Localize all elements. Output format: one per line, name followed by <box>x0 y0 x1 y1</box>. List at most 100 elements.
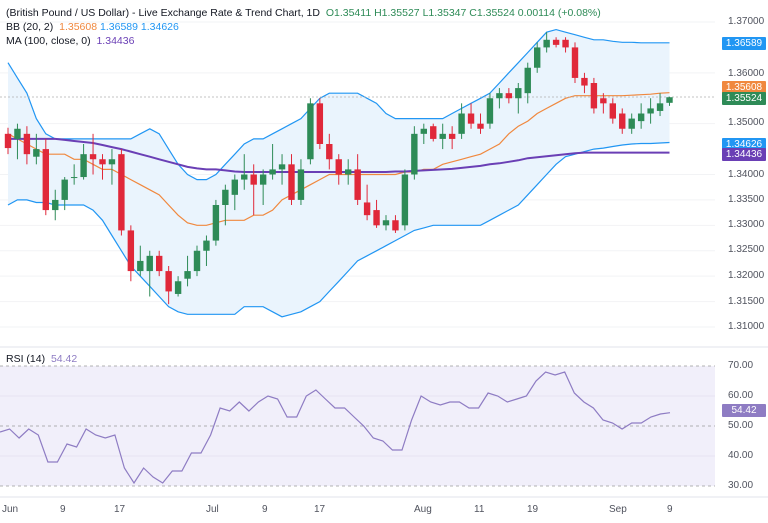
candle <box>288 154 295 205</box>
candle <box>146 250 153 297</box>
rsi-legend-value: 54.42 <box>50 353 78 365</box>
candle-body <box>354 169 361 200</box>
candle <box>543 32 550 53</box>
candle <box>127 225 135 282</box>
candle-body <box>297 169 305 200</box>
time-tick-label: Jul <box>206 504 219 515</box>
time-tick-label: Jun <box>2 504 19 515</box>
candle-body <box>430 126 437 139</box>
candle <box>354 154 361 205</box>
candle <box>259 169 267 205</box>
chart-title: (British Pound / US Dollar) - Live Excha… <box>6 7 320 19</box>
candle <box>628 113 635 134</box>
candle <box>647 98 654 124</box>
candle <box>137 245 144 277</box>
candle-body <box>666 97 673 103</box>
candle <box>656 93 664 117</box>
candle <box>524 62 531 104</box>
candle-body <box>156 255 163 272</box>
candle-body <box>250 174 257 185</box>
candle <box>80 144 87 180</box>
candle-body <box>165 271 172 292</box>
time-tick-label: 17 <box>314 504 326 515</box>
candle <box>486 93 494 129</box>
bb-legend-mid: 1.35608 <box>59 21 98 33</box>
ma-legend-label: MA (100, close, 0) <box>6 35 91 47</box>
candle <box>666 96 673 106</box>
time-tick-label: 9 <box>262 504 268 515</box>
rsi-tick-label: 60.00 <box>728 390 754 401</box>
chart-title-row: (British Pound / US Dollar) - Live Excha… <box>6 6 601 20</box>
candle-body <box>203 240 210 251</box>
candle-body <box>14 128 21 139</box>
candle-body <box>345 169 352 175</box>
candle <box>250 164 257 216</box>
candle-body <box>656 103 664 111</box>
time-tick-label: 9 <box>667 504 673 515</box>
candle-body <box>99 159 106 165</box>
candle <box>382 215 390 231</box>
bb-upper-badge: 1.36589 <box>722 37 766 50</box>
rsi-value-badge: 54.42 <box>722 404 766 417</box>
candle <box>401 169 409 231</box>
rsi-tick-label: 50.00 <box>728 420 754 431</box>
candle <box>581 72 588 94</box>
bb-mid-badge: 1.35608 <box>722 81 766 94</box>
candle-body <box>609 103 616 119</box>
candle <box>619 108 626 134</box>
candle-body <box>231 179 238 195</box>
time-tick-label: 17 <box>114 504 126 515</box>
time-tick-label: Sep <box>609 504 627 515</box>
rsi-legend-row[interactable]: RSI (14) 54.42 <box>6 352 77 366</box>
candle <box>496 88 503 109</box>
candle <box>505 88 513 104</box>
candle <box>203 235 210 266</box>
bollinger-lower-line <box>7 141 670 318</box>
candle-body <box>335 159 342 175</box>
time-tick-label: Aug <box>414 504 432 515</box>
candle <box>430 123 437 142</box>
candle-body <box>307 103 314 160</box>
candle-body <box>382 220 390 226</box>
candle-body <box>326 144 333 160</box>
candle <box>420 123 427 144</box>
candle <box>316 98 324 150</box>
candle <box>571 42 579 83</box>
time-tick-label: 11 <box>474 504 485 515</box>
candle-body <box>23 133 31 155</box>
candle-body <box>600 98 607 104</box>
price-tick-label: 1.37000 <box>728 16 765 27</box>
candle-body <box>467 113 475 124</box>
bb-legend-row[interactable]: BB (20, 2) 1.35608 1.36589 1.34626 <box>6 20 179 34</box>
candle <box>515 83 522 114</box>
ohlc-low: L1.35347 <box>422 7 467 19</box>
candle <box>99 154 106 180</box>
candle <box>33 133 40 165</box>
candle-body <box>33 149 40 157</box>
candle-body <box>571 47 579 78</box>
price-tick-label: 1.34000 <box>728 169 765 180</box>
candle-body <box>552 39 560 45</box>
candle-body <box>515 88 522 99</box>
candle-body <box>259 174 267 185</box>
rsi-tick-label: 70.00 <box>728 360 754 371</box>
candle-body <box>278 164 286 170</box>
candle <box>193 245 201 277</box>
candle-body <box>42 149 49 211</box>
bb-lower-badge: 1.34626 <box>722 138 766 151</box>
candle <box>345 159 352 185</box>
candle-body <box>420 128 427 134</box>
candle <box>174 276 182 297</box>
candle-body <box>146 255 153 272</box>
candle <box>609 98 616 124</box>
ma-legend-row[interactable]: MA (100, close, 0) 1.34436 <box>6 34 134 48</box>
last-price-badge: 1.35524 <box>722 92 766 105</box>
candle <box>439 123 446 150</box>
candle <box>458 103 465 139</box>
time-tick-label: 9 <box>60 504 66 515</box>
candle-body <box>174 281 182 294</box>
candle-body <box>401 174 409 226</box>
candle-body <box>496 93 503 99</box>
candle-body <box>439 133 446 139</box>
candle-body <box>477 123 484 129</box>
